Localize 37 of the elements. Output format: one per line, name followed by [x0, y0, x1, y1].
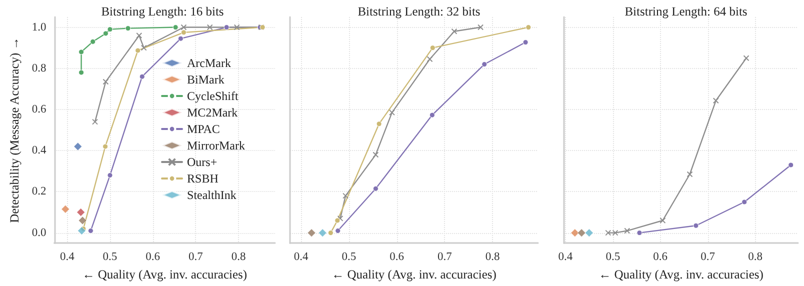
- x-tick-label: 0.5: [102, 251, 118, 264]
- y-tick-label: 0.2: [32, 186, 47, 198]
- x-tick-label: 0.4: [558, 251, 573, 264]
- y-tick-label: 0.6: [32, 103, 47, 116]
- chart-title: Bitstring Length: 16 bits: [101, 4, 224, 18]
- x-tick-label: 0.7: [188, 251, 204, 264]
- x-tick-label: 0.4: [60, 251, 75, 264]
- y-tick-label: 0.0: [32, 226, 47, 239]
- y-tick-label: 0.8: [32, 62, 47, 74]
- x-axis-title: ← Quality (Avg. inv. accuracies): [598, 268, 764, 282]
- y-tick-label: 1.0: [32, 21, 47, 34]
- x-axis-title: ← Quality (Avg. inv. accuracies): [332, 268, 496, 282]
- legend-label: MirrorMark: [187, 138, 245, 152]
- chart-title: Bitstring Length: 32 bits: [358, 4, 480, 18]
- x-tick-label: 0.7: [437, 251, 452, 264]
- x-tick-label: 0.8: [485, 251, 500, 264]
- legend-label: RSBH: [187, 172, 219, 186]
- legend-label: BiMark: [187, 72, 224, 86]
- x-tick-label: 0.5: [606, 251, 620, 264]
- legend-label: ArcMark: [187, 56, 231, 70]
- y-axis-title: Detectability (Message Accuracy) →: [8, 37, 22, 223]
- x-tick-label: 0.7: [700, 251, 716, 264]
- x-axis-title: ← Quality (Avg. inv. accuracies): [82, 268, 248, 282]
- x-tick-label: 0.5: [342, 251, 356, 264]
- legend-label: MPAC: [187, 122, 220, 136]
- x-tick-label: 0.4: [294, 251, 308, 264]
- x-tick-label: 0.8: [748, 251, 763, 264]
- x-tick-label: 0.8: [231, 251, 246, 264]
- legend-label: StealthInk: [187, 188, 236, 202]
- x-tick-label: 0.6: [653, 251, 668, 264]
- legend-label: MC2Mark: [187, 106, 238, 120]
- y-tick-label: 0.4: [32, 144, 47, 157]
- x-tick-label: 0.6: [390, 251, 404, 264]
- legend-label: CycleShift: [187, 89, 240, 103]
- legend-label: Ours+: [187, 155, 218, 169]
- x-tick-label: 0.6: [146, 251, 160, 264]
- chart-title: Bitstring Length: 64 bits: [624, 4, 748, 18]
